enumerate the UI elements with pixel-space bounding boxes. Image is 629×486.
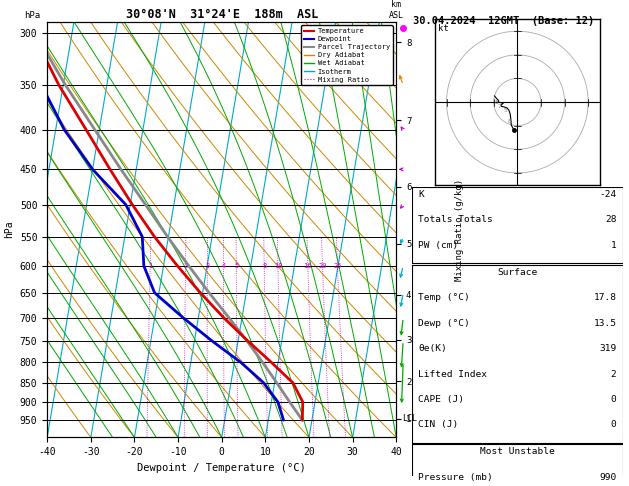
Text: Totals Totals: Totals Totals xyxy=(418,215,493,225)
Text: θe(K): θe(K) xyxy=(418,344,447,353)
Text: 10: 10 xyxy=(274,263,282,269)
Text: 13.5: 13.5 xyxy=(593,319,616,328)
Text: 16: 16 xyxy=(304,263,312,269)
Text: Temp (°C): Temp (°C) xyxy=(418,293,470,302)
Text: Surface: Surface xyxy=(498,268,537,277)
Text: 17.8: 17.8 xyxy=(593,293,616,302)
Text: Most Unstable: Most Unstable xyxy=(480,447,555,456)
Title: 30°08'N  31°24'E  188m  ASL: 30°08'N 31°24'E 188m ASL xyxy=(126,8,318,21)
Text: Mixing Ratio (g/kg): Mixing Ratio (g/kg) xyxy=(455,178,464,281)
Text: 25: 25 xyxy=(333,263,342,269)
Text: -24: -24 xyxy=(599,190,616,199)
Text: km
ASL: km ASL xyxy=(389,0,404,20)
Text: K: K xyxy=(418,190,424,199)
Text: 1: 1 xyxy=(611,241,616,250)
Text: 8: 8 xyxy=(262,263,266,269)
Text: Lifted Index: Lifted Index xyxy=(418,369,487,379)
Text: 0: 0 xyxy=(611,395,616,404)
Text: 7: 7 xyxy=(498,104,501,109)
Text: 5: 5 xyxy=(504,107,508,112)
Text: Pressure (mb): Pressure (mb) xyxy=(418,473,493,482)
Text: hPa: hPa xyxy=(25,11,41,20)
Text: 1: 1 xyxy=(148,263,152,269)
Y-axis label: hPa: hPa xyxy=(4,221,14,239)
Text: 8: 8 xyxy=(508,120,511,124)
Text: CAPE (J): CAPE (J) xyxy=(418,395,464,404)
X-axis label: Dewpoint / Temperature (°C): Dewpoint / Temperature (°C) xyxy=(137,463,306,473)
Text: kt: kt xyxy=(438,24,448,34)
Text: 8: 8 xyxy=(495,100,499,105)
Text: 30.04.2024  12GMT  (Base: 12): 30.04.2024 12GMT (Base: 12) xyxy=(413,16,594,26)
Text: CIN (J): CIN (J) xyxy=(418,420,459,430)
Text: 28: 28 xyxy=(605,215,616,225)
Text: 4: 4 xyxy=(221,263,226,269)
Text: PW (cm): PW (cm) xyxy=(418,241,459,250)
Text: LCL: LCL xyxy=(402,414,417,423)
Text: 319: 319 xyxy=(599,344,616,353)
Legend: Temperature, Dewpoint, Parcel Trajectory, Dry Adiabat, Wet Adiabat, Isotherm, Mi: Temperature, Dewpoint, Parcel Trajectory… xyxy=(301,25,392,86)
Text: 5: 5 xyxy=(234,263,238,269)
Text: 0: 0 xyxy=(611,420,616,430)
Text: 20: 20 xyxy=(318,263,327,269)
Text: 2: 2 xyxy=(611,369,616,379)
Text: 2: 2 xyxy=(184,263,187,269)
Text: 3: 3 xyxy=(205,263,209,269)
Text: 990: 990 xyxy=(599,473,616,482)
Text: Dewp (°C): Dewp (°C) xyxy=(418,319,470,328)
